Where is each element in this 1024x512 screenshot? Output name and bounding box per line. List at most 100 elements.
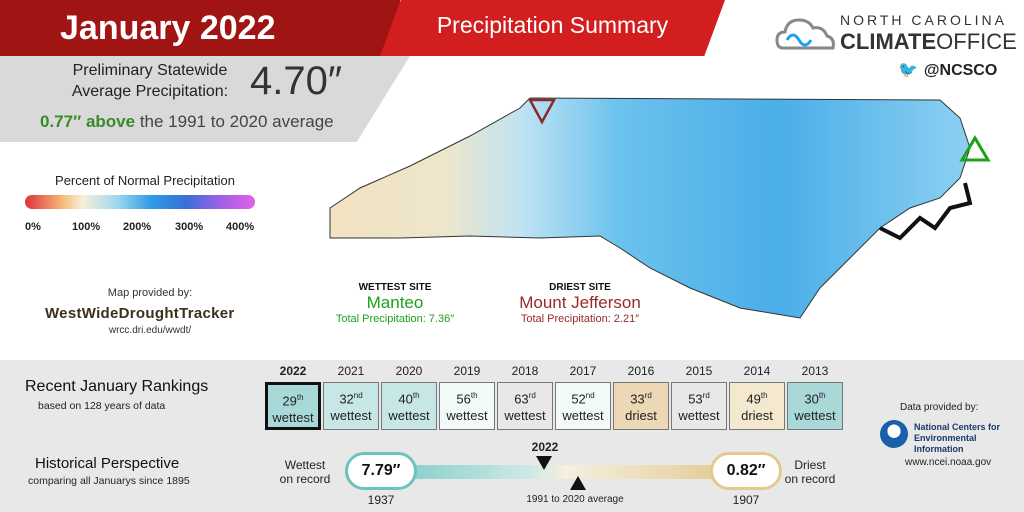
ranking-number: 29 — [282, 393, 297, 409]
ranking-suffix: th — [760, 391, 768, 400]
twitter-handle[interactable]: 🐦 @NCSCO — [898, 60, 997, 80]
map-provider-name: WestWideDroughtTracker — [45, 305, 235, 322]
legend-title: Percent of Normal Precipitation — [55, 173, 235, 188]
ranking-cell: 49th driest — [729, 382, 785, 430]
ranking-suffix: nd — [353, 391, 363, 400]
legend-tick: 300% — [175, 221, 204, 233]
ranking-cell: 63rd wettest — [497, 382, 553, 430]
stat-panel — [0, 56, 410, 142]
data-provider-label: Data provided by: — [900, 402, 979, 413]
ranking-number: 30 — [804, 391, 819, 407]
ranking-suffix: nd — [585, 391, 595, 400]
rankings-title: Recent January Rankings — [25, 378, 209, 395]
wettest-record-label: Wettest on record — [275, 458, 335, 486]
driest-record-label: Driest on record — [780, 458, 840, 486]
data-provider-name: National Centers for Environmental Infor… — [914, 422, 1024, 455]
wettest-record-year: 1937 — [367, 493, 395, 507]
data-provider-name-line2: Environmental Information — [914, 433, 977, 454]
ranking-cell: 30th wettest — [787, 382, 843, 430]
legend-tick: 100% — [72, 221, 101, 233]
driest-record-line2: on record — [784, 472, 836, 486]
history-scale-bar — [355, 465, 740, 479]
logo-text-bottom: CLIMATEOFFICE — [840, 29, 1017, 55]
twitter-icon: 🐦 — [898, 62, 918, 79]
precipitation-map — [329, 97, 991, 319]
map-provider-label: Map provided by: — [107, 287, 193, 299]
average-label: 1991 to 2020 average — [526, 494, 624, 505]
ranking-suffix: rd — [702, 391, 710, 400]
anomaly-text: the 1991 to 2020 average — [139, 112, 334, 131]
statewide-label-line1: Preliminary Statewide — [72, 62, 228, 79]
ranking-kind: wettest — [446, 408, 488, 424]
legend-tick: 0% — [25, 221, 41, 233]
ranking-kind: driest — [625, 408, 657, 424]
twitter-text: @NCSCO — [923, 62, 998, 79]
ranking-kind: wettest — [330, 408, 372, 424]
ranking-kind: driest — [741, 408, 773, 424]
ranking-kind: wettest — [678, 408, 720, 424]
wettest-name: Manteo — [366, 293, 424, 312]
wettest-record-line2: on record — [279, 472, 331, 486]
current-year-marker — [536, 456, 552, 470]
ranking-kind: wettest — [794, 408, 836, 424]
ranking-number: 33 — [630, 391, 645, 407]
wettest-heading: WETTEST SITE — [358, 282, 432, 293]
driest-site-marker — [527, 98, 557, 125]
driest-site: DRIEST SITE Mount Jefferson Total Precip… — [505, 282, 655, 325]
ranking-kind: wettest — [272, 410, 314, 426]
ranking-number: 56 — [456, 391, 471, 407]
wettest-record-value: 7.79″ — [345, 452, 417, 490]
ranking-kind: wettest — [504, 408, 546, 424]
logo-climate: CLIMATE — [840, 29, 937, 54]
ranking-suffix: th — [296, 393, 304, 402]
page-subtitle: Precipitation Summary — [380, 0, 725, 56]
ranking-cell: 32nd wettest — [323, 382, 379, 430]
anomaly-value: 0.77″ above — [40, 112, 136, 131]
wettest-site-marker — [959, 135, 991, 162]
ranking-year: 2015 — [685, 364, 713, 378]
ranking-number: 32 — [339, 391, 354, 407]
ranking-suffix: rd — [644, 391, 652, 400]
climate-office-logo — [775, 18, 835, 50]
driest-heading: DRIEST SITE — [549, 282, 611, 293]
current-year-label: 2022 — [531, 440, 559, 454]
ranking-year: 2022 — [279, 364, 307, 378]
driest-record-line1: Driest — [794, 458, 826, 472]
logo-office: OFFICE — [936, 29, 1017, 54]
history-subtitle: comparing all Januarys since 1895 — [28, 475, 190, 487]
ranking-cell: 33rd driest — [613, 382, 669, 430]
ranking-year: 2020 — [395, 364, 423, 378]
nc-coastline — [879, 182, 973, 241]
ranking-year: 2017 — [569, 364, 597, 378]
ranking-year: 2019 — [453, 364, 481, 378]
statewide-label-line2: Average Precipitation: — [71, 83, 229, 100]
data-provider-name-line1: National Centers for — [914, 422, 1001, 432]
ranking-suffix: rd — [528, 391, 536, 400]
ranking-number: 40 — [398, 391, 413, 407]
wettest-record-line1: Wettest — [284, 458, 326, 472]
bottom-panel — [0, 360, 1024, 512]
driest-record-year: 1907 — [732, 493, 760, 507]
ranking-year: 2016 — [627, 364, 655, 378]
wettest-total: Total Precipitation: 7.36″ — [335, 313, 455, 325]
history-title: Historical Perspective — [35, 455, 180, 472]
driest-record-value: 0.82″ — [710, 452, 782, 490]
driest-total: Total Precipitation: 2.21″ — [520, 313, 640, 325]
wettest-site: WETTEST SITE Manteo Total Precipitation:… — [325, 282, 465, 325]
logo-text-top: NORTH CAROLINA — [840, 12, 1007, 28]
ranking-suffix: th — [470, 391, 478, 400]
data-provider-url[interactable]: www.ncei.noaa.gov — [905, 457, 992, 468]
ranking-cell: 52nd wettest — [555, 382, 611, 430]
statewide-value: 4.70″ — [250, 59, 343, 103]
ranking-year: 2018 — [511, 364, 539, 378]
ranking-number: 49 — [746, 391, 761, 407]
ranking-year: 2021 — [337, 364, 365, 378]
ranking-kind: wettest — [562, 408, 604, 424]
statewide-anomaly: 0.77″ above the 1991 to 2020 average — [40, 112, 334, 132]
ranking-kind: wettest — [388, 408, 430, 424]
statewide-label: Preliminary Statewide Average Precipitat… — [40, 60, 260, 102]
nc-state-shape — [329, 97, 971, 319]
ranking-cell: 56th wettest — [439, 382, 495, 430]
map-provider-url[interactable]: wrcc.dri.edu/wwdt/ — [108, 325, 192, 336]
legend-tick: 200% — [123, 221, 152, 233]
